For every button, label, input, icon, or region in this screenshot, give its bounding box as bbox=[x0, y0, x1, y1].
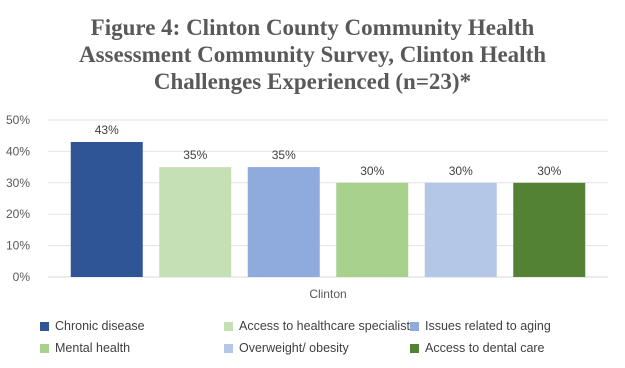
legend-swatch bbox=[224, 321, 233, 331]
legend-label: Chronic disease bbox=[55, 319, 145, 333]
bar-data-label: 43% bbox=[95, 123, 119, 137]
legend-item: Access to healthcare specialist bbox=[224, 319, 410, 333]
bar bbox=[424, 182, 497, 277]
legend: Chronic disease Access to healthcare spec… bbox=[0, 316, 625, 360]
chart-title-line-3: Challenges Experienced (n=23)* bbox=[153, 69, 472, 94]
legend-label: Access to dental care bbox=[425, 341, 545, 355]
plot-area: 0% 10% 20% 30% 40% 50% 43% 35% 35% 30% 30% 30% Cli… bbox=[6, 113, 608, 301]
legend-swatch bbox=[40, 343, 49, 353]
legend-label: Overweight/ obesity bbox=[239, 341, 349, 355]
bar-data-label: 30% bbox=[449, 164, 473, 178]
legend-item: Overweight/ obesity bbox=[224, 341, 349, 355]
bar bbox=[159, 167, 232, 277]
bar bbox=[247, 167, 320, 277]
chart-title: Figure 4: Clinton County Community Healt… bbox=[0, 14, 625, 95]
legend-item: Mental health bbox=[40, 341, 130, 355]
bar bbox=[336, 182, 409, 277]
legend-label: Mental health bbox=[55, 341, 131, 355]
legend-label: Issues related to aging bbox=[425, 319, 551, 333]
legend-item: Access to dental care bbox=[410, 341, 545, 355]
bar bbox=[513, 182, 586, 277]
y-tick-label: 0% bbox=[13, 270, 31, 284]
legend-label: Access to healthcare specialist bbox=[239, 319, 410, 333]
y-tick-label: 40% bbox=[6, 144, 30, 158]
chart-title-line-2: Assessment Community Survey, Clinton Hea… bbox=[78, 42, 547, 67]
bar-data-label: 35% bbox=[183, 148, 207, 162]
legend-swatch bbox=[40, 321, 49, 331]
legend-swatch bbox=[224, 343, 233, 353]
y-tick-label: 30% bbox=[6, 176, 30, 190]
bar-data-label: 30% bbox=[360, 164, 384, 178]
legend-swatch bbox=[410, 343, 419, 353]
bar-data-label: 35% bbox=[272, 148, 296, 162]
bar bbox=[70, 141, 143, 277]
x-category-label: Clinton bbox=[309, 287, 346, 301]
y-tick-label: 50% bbox=[6, 113, 30, 127]
chart-title-line-1: Figure 4: Clinton County Community Healt… bbox=[90, 15, 535, 40]
y-tick-label: 10% bbox=[6, 239, 30, 253]
legend-item: Issues related to aging bbox=[410, 319, 551, 333]
bar-data-label: 30% bbox=[537, 164, 561, 178]
legend-swatch bbox=[410, 321, 419, 331]
legend-item: Chronic disease bbox=[40, 319, 145, 333]
y-tick-label: 20% bbox=[6, 207, 30, 221]
